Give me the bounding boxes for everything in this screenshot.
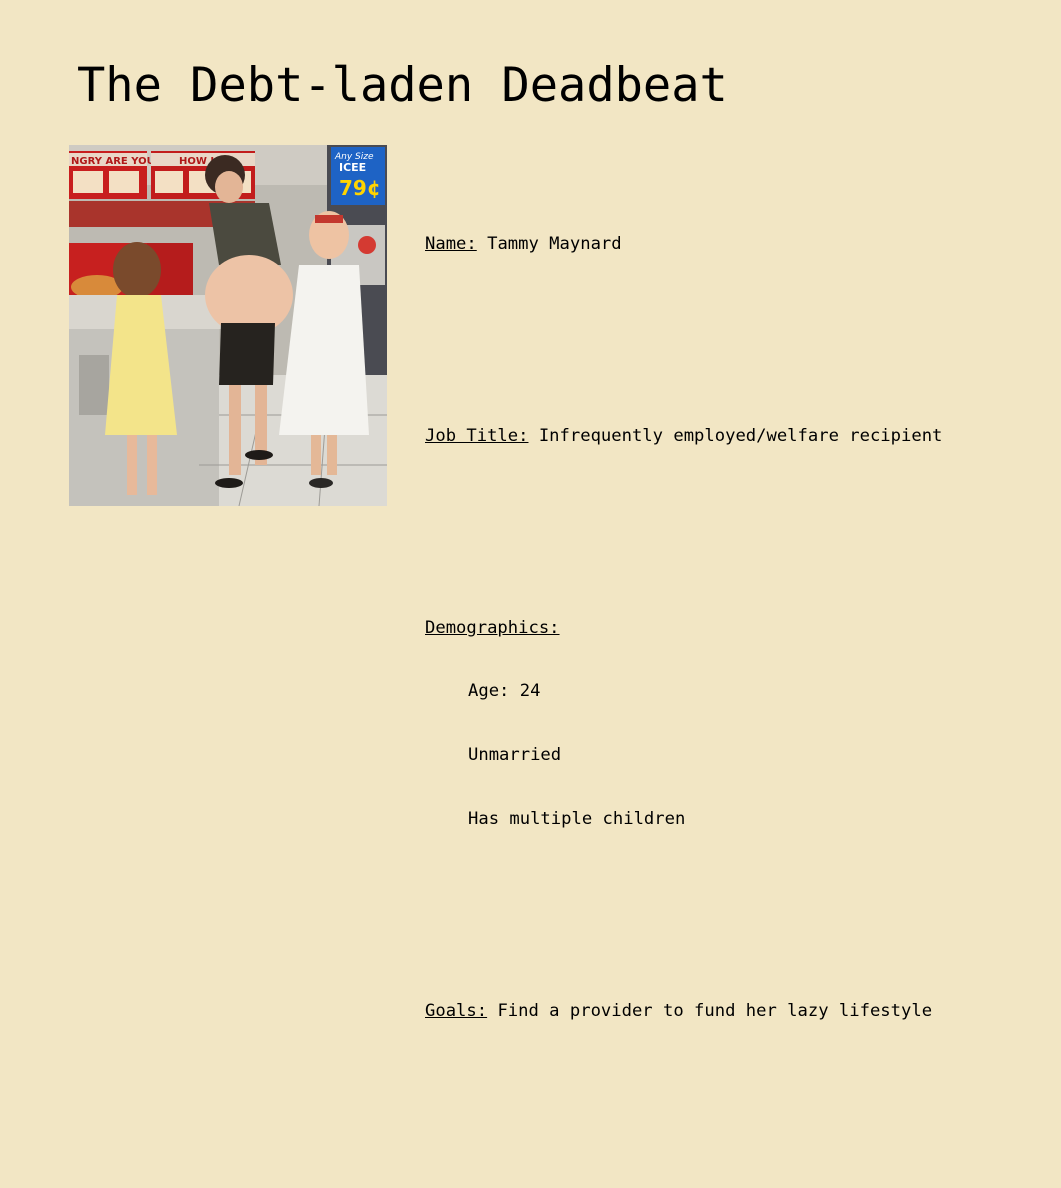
demographics-item: Age: 24 bbox=[468, 681, 541, 702]
icee-sign-top: Any Size bbox=[334, 152, 374, 162]
name-value: Tammy Maynard bbox=[476, 234, 622, 255]
menu-sign-mid-text: HOW H bbox=[179, 156, 219, 167]
demographics-label: Demographics: bbox=[425, 617, 560, 638]
slide-title: The Debt-laden Deadbeat bbox=[77, 58, 728, 113]
menu-sign-left-text: NGRY ARE YOU? bbox=[71, 156, 161, 167]
job-title-value: Infrequently employed/welfare recipient bbox=[528, 425, 943, 446]
goals-label: Goals: bbox=[425, 1000, 488, 1021]
icee-sign-brand: ICEE bbox=[339, 161, 366, 174]
characteristics-section: Characteristics: Repeatedly overdraws ba… bbox=[425, 1150, 1045, 1188]
persona-profile: Name: Tammy Maynard Job Title: Infrequen… bbox=[425, 149, 1045, 1188]
name-section: Name: Tammy Maynard bbox=[425, 192, 1045, 298]
job-title-section: Job Title: Infrequently employed/welfare… bbox=[425, 383, 1045, 489]
name-label: Name: bbox=[425, 234, 477, 255]
persona-photo: NGRY ARE YOU? HOW H Any Size ICEE 79¢ ny… bbox=[69, 145, 387, 506]
goals-section: Goals: Find a provider to fund her lazy … bbox=[425, 958, 1045, 1064]
demographics-item: Unmarried bbox=[468, 745, 562, 766]
goals-value: Find a provider to fund her lazy lifesty… bbox=[487, 1000, 933, 1021]
job-title-label: Job Title: bbox=[425, 425, 529, 446]
demographics-item: Has multiple children bbox=[468, 809, 686, 830]
icee-sign-price: 79¢ bbox=[339, 176, 381, 200]
demographics-section: Demographics: Age: 24 Unmarried Has mult… bbox=[425, 575, 1045, 873]
